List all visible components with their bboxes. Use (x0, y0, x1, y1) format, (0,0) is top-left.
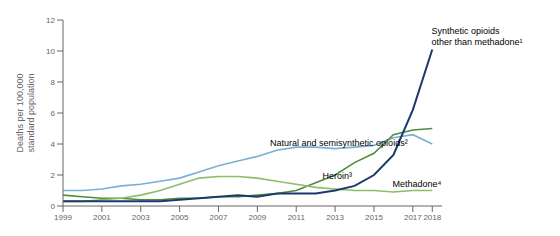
svg-text:2: 2 (51, 171, 56, 180)
svg-text:Natural and semisynthetic opio: Natural and semisynthetic opioids² (270, 138, 408, 148)
svg-text:6: 6 (51, 109, 56, 118)
svg-text:1999: 1999 (54, 213, 72, 222)
svg-text:2009: 2009 (248, 213, 266, 222)
svg-text:2003: 2003 (132, 213, 150, 222)
svg-text:10: 10 (46, 47, 55, 56)
svg-text:Heroin³: Heroin³ (323, 171, 353, 181)
svg-text:2011: 2011 (288, 213, 306, 222)
svg-text:2017: 2017 (404, 213, 422, 222)
svg-text:4: 4 (51, 140, 56, 149)
svg-text:2001: 2001 (93, 213, 111, 222)
svg-text:Deaths per 100,000standard pop: Deaths per 100,000standard population (15, 73, 36, 152)
svg-text:0: 0 (51, 202, 56, 211)
svg-text:2005: 2005 (171, 213, 189, 222)
svg-text:2007: 2007 (210, 213, 228, 222)
svg-text:2013: 2013 (326, 213, 344, 222)
svg-text:2015: 2015 (365, 213, 383, 222)
svg-text:Synthetic opioidsother than me: Synthetic opioidsother than methadone¹ (431, 26, 522, 47)
svg-text:2018: 2018 (423, 213, 441, 222)
svg-text:Methadone⁴: Methadone⁴ (393, 179, 442, 189)
svg-text:8: 8 (51, 78, 56, 87)
svg-text:12: 12 (46, 16, 55, 25)
